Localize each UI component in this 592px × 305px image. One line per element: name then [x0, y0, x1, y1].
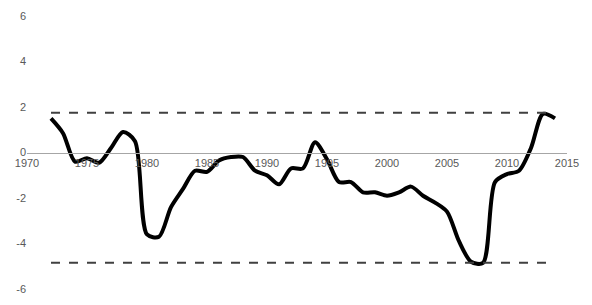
- svg-text:0: 0: [20, 146, 26, 158]
- svg-text:1980: 1980: [135, 157, 159, 169]
- svg-text:4: 4: [20, 55, 26, 67]
- svg-text:1995: 1995: [315, 157, 339, 169]
- svg-text:2005: 2005: [435, 157, 459, 169]
- svg-text:6: 6: [20, 10, 26, 22]
- svg-text:1970: 1970: [15, 157, 39, 169]
- svg-text:-2: -2: [16, 192, 26, 204]
- svg-text:2: 2: [20, 101, 26, 113]
- svg-text:-6: -6: [16, 283, 26, 295]
- svg-text:-4: -4: [16, 237, 26, 249]
- svg-text:1990: 1990: [255, 157, 279, 169]
- svg-text:2015: 2015: [555, 157, 579, 169]
- svg-text:2010: 2010: [495, 157, 519, 169]
- svg-text:1985: 1985: [195, 157, 219, 169]
- svg-text:2000: 2000: [375, 157, 399, 169]
- svg-text:1975: 1975: [75, 157, 99, 169]
